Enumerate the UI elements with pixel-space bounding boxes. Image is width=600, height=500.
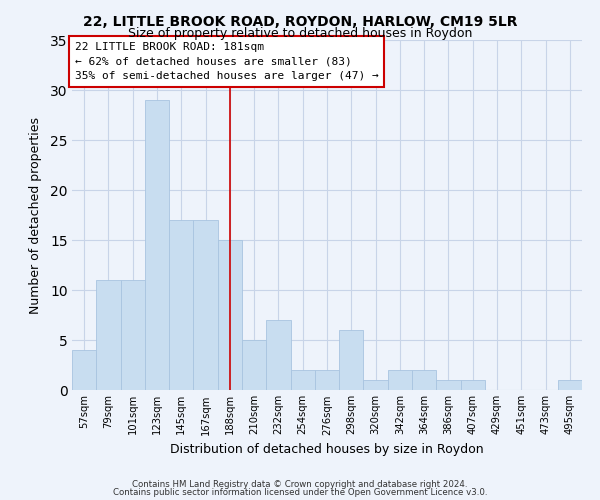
Bar (558, 380, 582, 390)
Text: Contains public sector information licensed under the Open Government Licence v3: Contains public sector information licen… (113, 488, 487, 497)
Y-axis label: Number of detached properties: Number of detached properties (29, 116, 42, 314)
Text: 22, LITTLE BROOK ROAD, ROYDON, HARLOW, CM19 5LR: 22, LITTLE BROOK ROAD, ROYDON, HARLOW, C… (83, 15, 517, 29)
Bar (290, 370, 315, 390)
Bar (193, 220, 218, 390)
Bar (145, 100, 169, 390)
Bar (315, 370, 339, 390)
Bar (169, 220, 193, 390)
Bar (339, 330, 364, 390)
X-axis label: Distribution of detached houses by size in Roydon: Distribution of detached houses by size … (170, 443, 484, 456)
Bar (364, 380, 388, 390)
Bar (96, 280, 121, 390)
Bar (461, 380, 485, 390)
Bar (436, 380, 461, 390)
Text: Size of property relative to detached houses in Roydon: Size of property relative to detached ho… (128, 28, 472, 40)
Bar (242, 340, 266, 390)
Bar (388, 370, 412, 390)
Text: Contains HM Land Registry data © Crown copyright and database right 2024.: Contains HM Land Registry data © Crown c… (132, 480, 468, 489)
Bar (72, 350, 96, 390)
Bar (412, 370, 436, 390)
Bar (218, 240, 242, 390)
Bar (121, 280, 145, 390)
Text: 22 LITTLE BROOK ROAD: 181sqm
← 62% of detached houses are smaller (83)
35% of se: 22 LITTLE BROOK ROAD: 181sqm ← 62% of de… (74, 42, 379, 82)
Bar (266, 320, 290, 390)
